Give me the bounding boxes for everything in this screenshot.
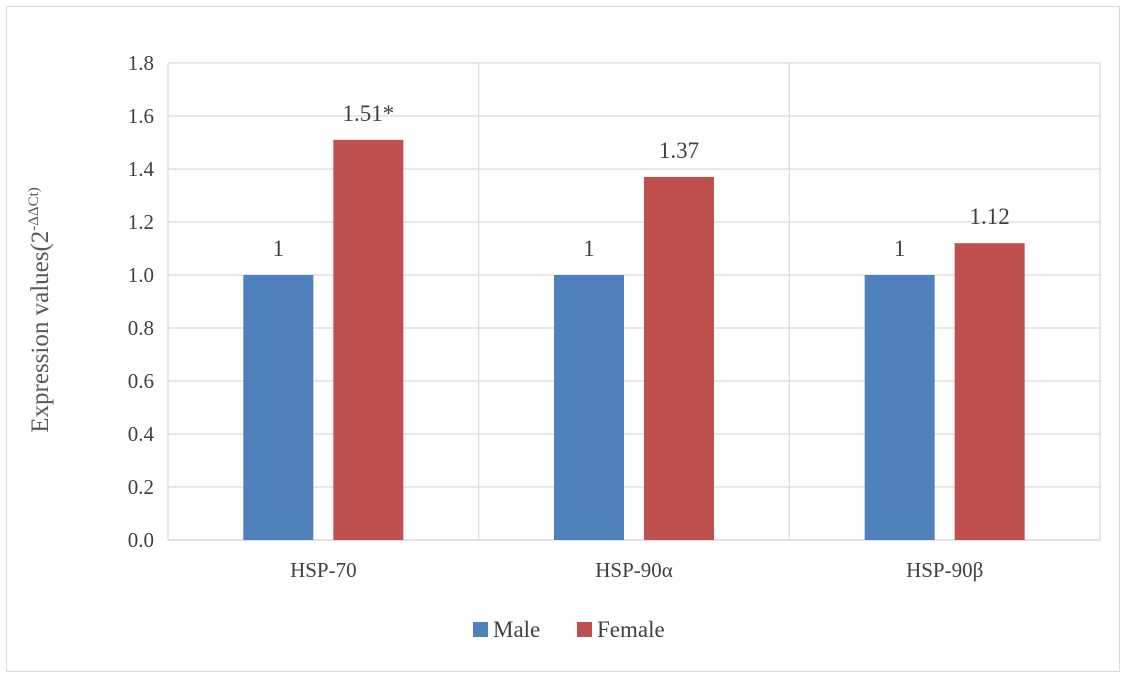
legend-swatch-female	[577, 622, 592, 637]
x-axis-ticks: HSP-70 HSP-90α HSP-90β	[290, 558, 983, 582]
y-tick-label: 1.4	[128, 157, 155, 181]
bar-female	[954, 243, 1025, 540]
x-tick-label: HSP-90β	[906, 558, 983, 582]
y-tick-label: 0.0	[128, 528, 154, 552]
x-tick-label: HSP-70	[290, 558, 357, 582]
legend-label-male: Male	[493, 617, 540, 642]
chart-frame	[6, 6, 1120, 672]
bar-female	[644, 176, 714, 540]
y-axis-title: Expression values(2-ΔΔCt)	[26, 187, 54, 433]
y-tick-label: 1.2	[128, 210, 154, 234]
legend-swatch-male	[473, 622, 488, 637]
data-label-male: 1	[894, 236, 906, 261]
data-labels: 1 1.51* 1 1.37 1 1.12	[273, 101, 1010, 261]
y-tick-label: 0.4	[128, 422, 155, 446]
y-tick-label: 0.2	[128, 475, 154, 499]
x-tick-label: HSP-90α	[595, 558, 673, 582]
bar-male	[864, 275, 935, 540]
legend: Male Female	[473, 617, 665, 642]
y-tick-label: 0.8	[128, 316, 154, 340]
legend-label-female: Female	[597, 617, 665, 642]
y-axis-title-superscript: -ΔΔCt)	[26, 187, 42, 230]
y-tick-label: 1.0	[128, 263, 154, 287]
y-tick-label: 0.6	[128, 369, 154, 393]
data-label-female: 1.51*	[342, 101, 394, 126]
y-tick-label: 1.6	[128, 104, 154, 128]
bar-male	[243, 275, 314, 540]
bars	[243, 139, 1025, 540]
gridlines	[167, 62, 1101, 541]
bar-male	[554, 275, 624, 540]
y-tick-label: 1.8	[128, 51, 154, 75]
y-axis-title-main: Expression values(2	[27, 231, 54, 433]
y-axis-ticks: 0.0 0.2 0.4 0.6 0.8 1.0 1.2 1.4 1.6 1.8	[128, 51, 155, 552]
data-label-male: 1	[583, 236, 595, 261]
bar-female	[333, 139, 404, 540]
data-label-male: 1	[273, 236, 285, 261]
data-label-female: 1.37	[659, 138, 699, 163]
data-label-female: 1.12	[970, 204, 1010, 229]
